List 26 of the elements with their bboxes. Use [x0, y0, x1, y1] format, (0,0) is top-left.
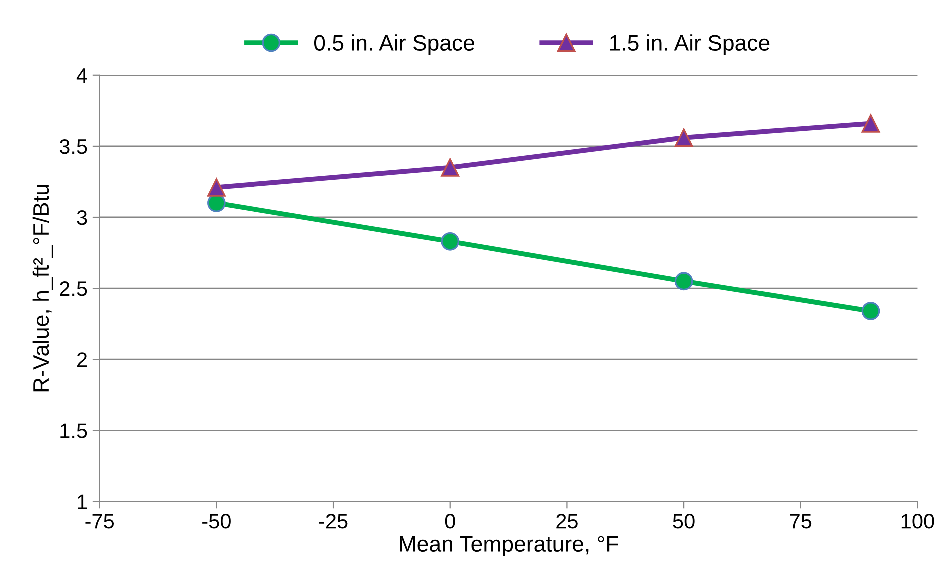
point: [674, 272, 694, 291]
y-tick-label: 2.5: [60, 282, 88, 296]
point: [862, 114, 880, 133]
x-tick-label: -25: [319, 514, 348, 529]
y-tick-label: 4: [76, 68, 88, 83]
x-tick-label: -50: [202, 514, 231, 529]
y-tick-label: 3.5: [60, 139, 88, 154]
x-tick-label: 100: [902, 514, 934, 529]
legend-label: 1.5 in. Air Space: [610, 34, 770, 56]
y-axis-title: R-Value, h_ft²_°F/Btu: [32, 185, 54, 392]
x-axis-title: Mean Temperature, °F: [400, 536, 618, 556]
x-tick-label: 25: [556, 514, 578, 529]
y-tick-label: 1.5: [60, 424, 88, 438]
point: [862, 302, 880, 320]
point: [674, 128, 694, 148]
point: [441, 232, 460, 251]
point: [441, 158, 460, 177]
x-tick-label: 0: [445, 514, 456, 529]
legend-label: 0.5 in. Air Space: [314, 34, 474, 56]
x-tick-label: -75: [86, 514, 114, 529]
y-tick-label: 2: [78, 352, 88, 368]
x-tick-label: 50: [673, 514, 695, 529]
y-tick-label: 3: [77, 210, 88, 226]
y-tick-label: 1: [78, 494, 88, 510]
point: [208, 178, 226, 197]
x-tick-label: 75: [790, 514, 812, 529]
